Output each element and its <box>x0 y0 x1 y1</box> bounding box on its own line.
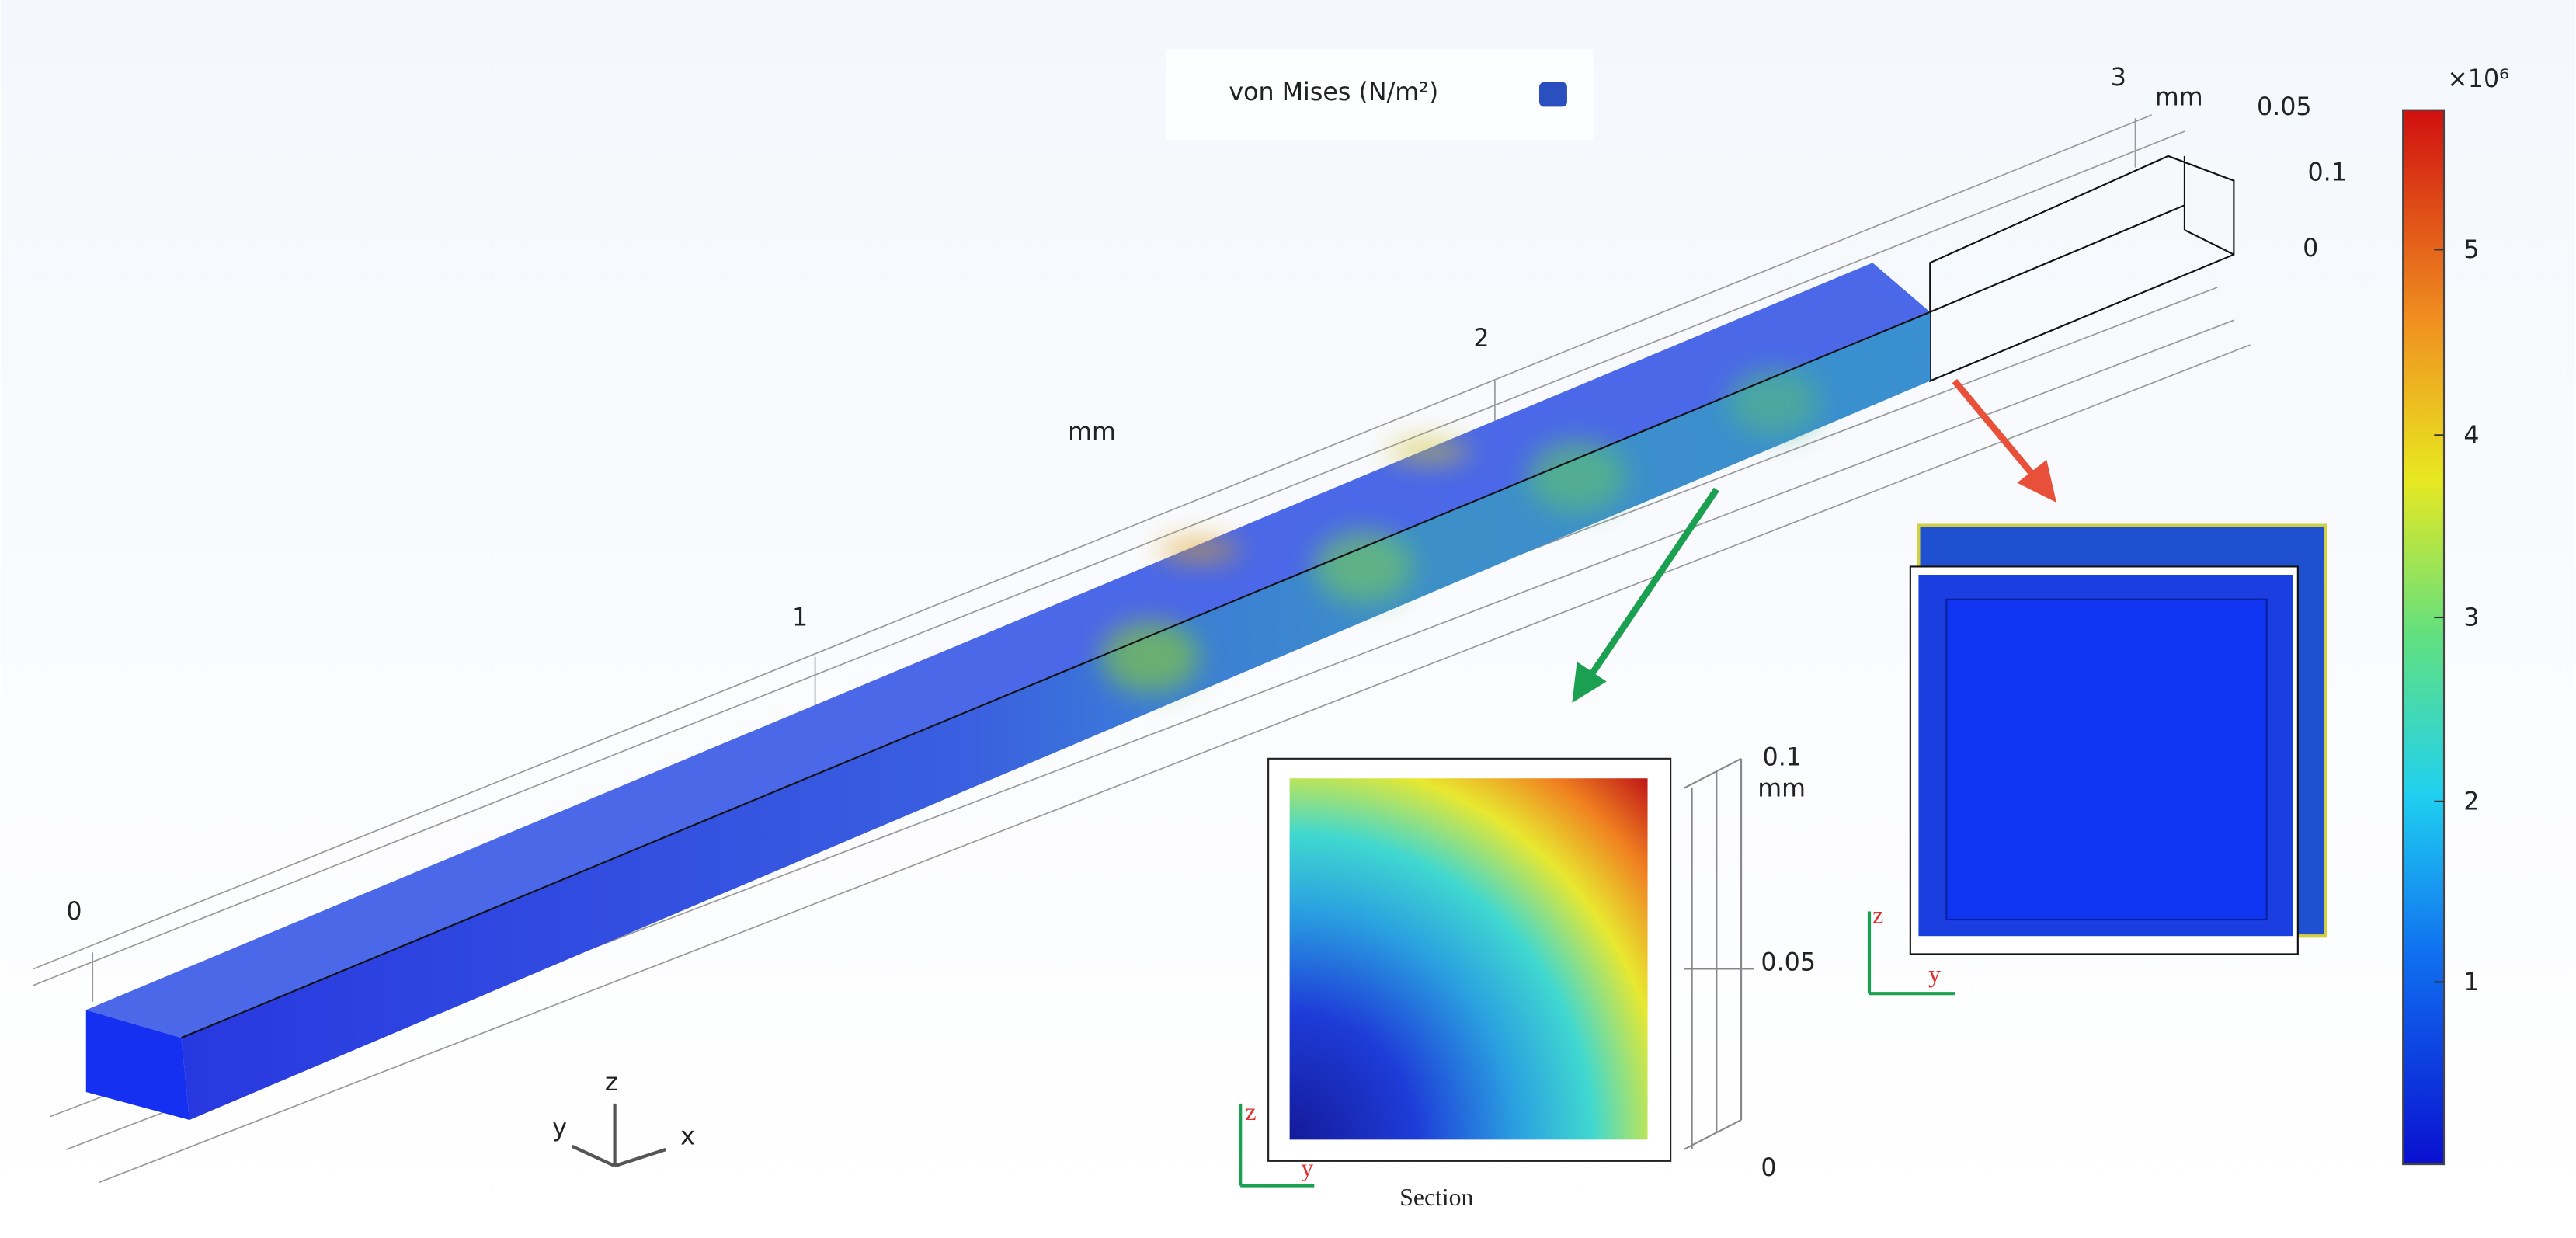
scale <box>1683 757 1754 1150</box>
arrow-head <box>1572 662 1607 703</box>
tick: 0.05 <box>1761 949 1816 977</box>
colorbar: ×10⁶ 5 4 3 2 1 <box>2402 65 2509 1166</box>
arrow <box>1952 378 2039 482</box>
axis-unit: mm <box>1068 419 1116 447</box>
axis-label: y <box>1301 1154 1313 1181</box>
axis-label: y <box>552 1115 567 1142</box>
tick: 0 <box>1761 1154 1776 1182</box>
tick: 0 <box>2303 235 2318 263</box>
section-inner <box>1945 598 2268 921</box>
tick: 0.05 <box>2257 93 2312 121</box>
arrow <box>1587 487 1719 679</box>
tick: 0.1 <box>2308 159 2347 187</box>
tick-label: 4 <box>2463 422 2479 450</box>
section-plot <box>1289 778 1648 1140</box>
axis-label: x <box>680 1123 695 1151</box>
tick: 0 <box>66 898 82 926</box>
tick: 3 <box>2111 64 2126 92</box>
arrow-head <box>2017 460 2057 503</box>
axes <box>1239 1103 1315 1188</box>
legend-box <box>1166 49 1594 140</box>
multiplier: ×10⁶ <box>2447 65 2509 93</box>
axis-label: y <box>1928 960 1941 987</box>
axes <box>1867 911 1955 996</box>
tick: 0.1 <box>1763 743 1802 771</box>
tick: 2 <box>1473 325 1489 353</box>
tick-label: 2 <box>2463 788 2479 815</box>
axis-label: z <box>1872 901 1883 928</box>
caption: Section <box>1399 1184 1473 1211</box>
end-inset: z y <box>1867 523 2327 996</box>
tick-label: 1 <box>2463 968 2479 996</box>
tick: 1 <box>792 604 808 632</box>
tick: mm <box>1757 774 1806 802</box>
colorbar-scale <box>2402 109 2446 1166</box>
legend-icon <box>1538 82 1567 107</box>
beam-axis: 0 1 2 3 mm mm 0.05 0.1 0 <box>66 64 2347 926</box>
axis-unit: mm <box>2155 83 2203 111</box>
tick-label: 3 <box>2463 604 2479 632</box>
triad: z y x <box>552 1069 695 1168</box>
beam <box>85 263 1931 1120</box>
axis-label: z <box>1246 1098 1257 1125</box>
legend-title: von Mises (N/m²) <box>1229 78 1438 106</box>
axis-label: z <box>605 1069 618 1097</box>
tick-label: 5 <box>2463 236 2479 264</box>
section-inset: 0.1 mm 0.05 0 Section z y <box>1239 743 1816 1211</box>
